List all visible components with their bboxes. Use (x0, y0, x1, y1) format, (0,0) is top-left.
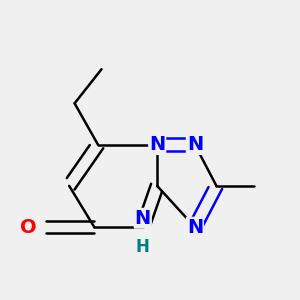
Text: N: N (149, 135, 165, 154)
Text: H: H (136, 238, 150, 256)
Text: N: N (135, 209, 151, 228)
Text: O: O (20, 218, 37, 237)
Text: N: N (187, 218, 203, 237)
Text: N: N (187, 135, 203, 154)
